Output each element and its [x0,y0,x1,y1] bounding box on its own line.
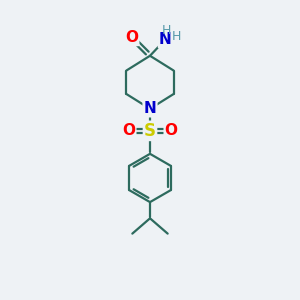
Text: S: S [144,122,156,140]
Text: O: O [165,123,178,138]
Text: H: H [172,30,181,43]
Text: H: H [162,24,172,37]
Text: N: N [159,32,172,47]
Text: O: O [125,30,138,45]
Text: O: O [122,123,135,138]
Text: N: N [144,101,156,116]
